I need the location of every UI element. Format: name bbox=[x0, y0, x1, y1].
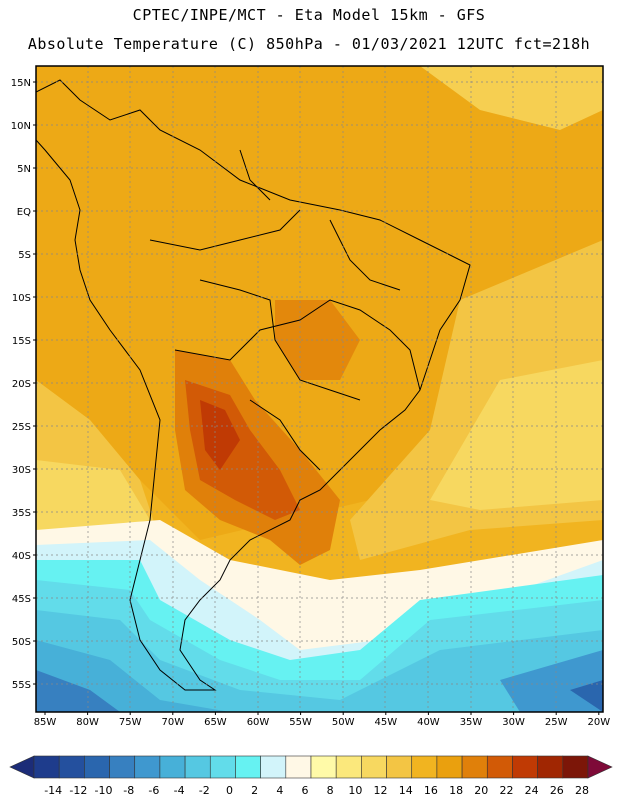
colorbar-label: 20 bbox=[474, 784, 488, 797]
lat-label: EQ bbox=[17, 207, 31, 218]
colorbar-label: -14 bbox=[44, 784, 62, 797]
colorbar-swatch bbox=[562, 755, 589, 779]
colorbar-swatch bbox=[537, 755, 564, 779]
lon-label: 75W bbox=[119, 717, 142, 728]
map-frame bbox=[35, 65, 604, 713]
colorbar-label: -6 bbox=[148, 784, 159, 797]
colorbar-swatch bbox=[184, 755, 211, 779]
lon-label: 45W bbox=[374, 717, 397, 728]
coastlines bbox=[36, 79, 471, 691]
lat-label: 35S bbox=[12, 508, 31, 519]
colorbar-label: 4 bbox=[276, 784, 283, 797]
lat-label: 40S bbox=[12, 551, 31, 562]
colorbar-swatch bbox=[461, 755, 488, 779]
longitude-labels: 85W 80W 75W 70W 65W 60W 55W 50W 45W 40W 35W 30W 25W 2… bbox=[34, 712, 610, 728]
colorbar-label: 2 bbox=[251, 784, 258, 797]
lat-label: 55S bbox=[12, 680, 31, 691]
colorbar-max-arrow bbox=[587, 755, 613, 779]
lon-label: 70W bbox=[161, 717, 184, 728]
chart-title-line-2: Absolute Temperature (C) 850hPa - 01/03/… bbox=[27, 35, 591, 53]
lon-label: 65W bbox=[204, 717, 227, 728]
lon-label: 85W bbox=[34, 717, 57, 728]
latitude-labels: 15N 10N 5N EQ 5S 10S 15S 20S 25S 30S 35S 40S 45S 50S 5… bbox=[11, 78, 36, 691]
lat-label: 5N bbox=[17, 164, 31, 175]
colorbar-swatch bbox=[285, 755, 312, 779]
colorbar-swatch bbox=[109, 755, 136, 779]
colorbar-swatch bbox=[512, 755, 538, 779]
colorbar-swatch bbox=[209, 755, 236, 779]
lat-label: 25S bbox=[12, 422, 31, 433]
lat-label: 20S bbox=[12, 379, 31, 390]
lat-label: 45S bbox=[12, 594, 31, 605]
lon-label: 55W bbox=[289, 717, 312, 728]
colorbar-label: -2 bbox=[199, 784, 210, 797]
lat-label: 5S bbox=[18, 250, 31, 261]
colorbar-swatch bbox=[260, 755, 287, 779]
colorbar-label: -10 bbox=[95, 784, 113, 797]
lat-label: 50S bbox=[12, 637, 31, 648]
colorbar-label: 22 bbox=[499, 784, 513, 797]
colorbar-label: -12 bbox=[69, 784, 87, 797]
lon-label: 60W bbox=[247, 717, 270, 728]
colorbar-swatch bbox=[335, 755, 362, 779]
colorbar-label: -8 bbox=[123, 784, 134, 797]
colorbar-swatch bbox=[134, 755, 161, 779]
lon-label: 40W bbox=[417, 717, 440, 728]
colorbar-label: 16 bbox=[424, 784, 438, 797]
colorbar-swatch bbox=[58, 755, 85, 779]
colorbar-swatch bbox=[436, 755, 463, 779]
colorbar-label: 26 bbox=[550, 784, 564, 797]
colorbar-label: 0 bbox=[226, 784, 233, 797]
lat-label: 10S bbox=[12, 293, 31, 304]
lat-label: 30S bbox=[12, 465, 31, 476]
colorbar-label: 8 bbox=[327, 784, 334, 797]
lon-label: 20W bbox=[587, 717, 610, 728]
colorbar-swatch bbox=[361, 755, 387, 779]
colorbar-swatch bbox=[310, 755, 337, 779]
colorbar-label: 10 bbox=[348, 784, 362, 797]
colorbar-swatch bbox=[84, 755, 110, 779]
colorbar-label: 18 bbox=[449, 784, 463, 797]
chart-title-line-1: CPTEC/INPE/MCT - Eta Model 15km - GFS bbox=[132, 6, 486, 24]
colorbar-label: 6 bbox=[302, 784, 309, 797]
colorbar-min-arrow bbox=[9, 755, 35, 779]
colorbar-label: 12 bbox=[374, 784, 388, 797]
colorbar-label: -4 bbox=[174, 784, 185, 797]
lon-label: 25W bbox=[545, 717, 568, 728]
lon-label: 50W bbox=[332, 717, 355, 728]
lon-label: 30W bbox=[502, 717, 525, 728]
lat-label: 15S bbox=[12, 336, 31, 347]
colorbar-label: 24 bbox=[525, 784, 539, 797]
colorbar-swatch bbox=[486, 755, 513, 779]
lat-label: 15N bbox=[11, 78, 31, 89]
colorbar: -14 -12 -10 -8 -6 -4 -2 0 2 4 6 8 10 12 14 16 18 20 22 24 26… bbox=[9, 755, 613, 797]
lon-label: 35W bbox=[460, 717, 483, 728]
temperature-field bbox=[36, 66, 603, 712]
colorbar-swatch bbox=[159, 755, 186, 779]
colorbar-swatch bbox=[33, 755, 60, 779]
colorbar-swatch bbox=[235, 755, 261, 779]
colorbar-label: 14 bbox=[399, 784, 413, 797]
lat-label: 10N bbox=[11, 121, 31, 132]
colorbar-swatch bbox=[411, 755, 438, 779]
colorbar-swatch bbox=[386, 755, 413, 779]
lon-label: 80W bbox=[76, 717, 99, 728]
colorbar-label: 28 bbox=[575, 784, 589, 797]
